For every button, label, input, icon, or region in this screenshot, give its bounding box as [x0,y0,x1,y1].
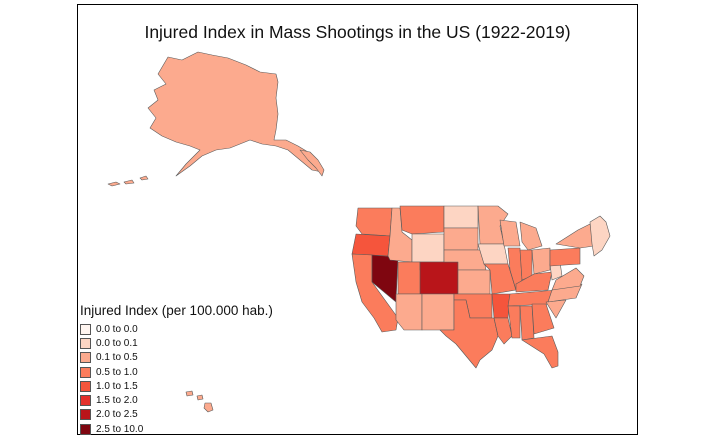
legend-item: 2.5 to 10.0 [80,422,273,436]
region-NM [421,293,455,331]
region-IN [519,249,533,281]
legend-label: 0.1 to 0.5 [96,352,138,364]
region-MT [399,205,445,235]
legend-item: 1.0 to 1.5 [80,379,273,393]
region-AL [519,305,535,341]
region-WI [499,219,521,247]
region-FL [521,335,559,369]
region-VA [551,267,585,291]
legend-item: 0.0 to 0.0 [80,322,273,336]
legend-item: 2.0 to 2.5 [80,408,273,422]
region-LA [493,317,513,345]
map-title: Injured Index in Mass Shootings in the U… [144,22,571,42]
region-KS [457,269,491,295]
legend-label: 1.5 to 2.0 [96,395,138,407]
legend-item: 0.0 to 0.1 [80,336,273,350]
legend-label: 0.0 to 0.0 [96,323,138,335]
legend-item: 1.5 to 2.0 [80,393,273,407]
region-KY [515,271,553,293]
region-AK-islands [107,149,325,187]
legend-swatch [80,323,91,335]
legend-swatch [80,366,91,378]
region-PA [549,247,581,267]
region-AZ [395,293,423,331]
region-HI [185,390,214,413]
legend-items: 0.0 to 0.0 0.0 to 0.1 0.1 to 0.5 0.5 to 1.0… [80,322,273,436]
map-frame [77,4,638,435]
legend-label: 2.0 to 2.5 [96,409,138,421]
region-MI [519,221,543,251]
legend-title: Injured Index (per 100.000 hab.) [80,303,273,318]
region-WA [355,207,393,237]
legend-label: 2.5 to 10.0 [96,423,144,435]
legend-swatch [80,395,91,407]
region-GA [531,303,555,335]
region-AR [491,293,511,319]
region-AK [147,51,323,177]
region-MS [507,305,521,339]
legend-label: 0.0 to 0.1 [96,337,138,349]
region-UT [397,261,423,295]
legend-swatch [80,423,91,435]
region-OH [531,247,551,275]
legend-swatch [80,352,91,364]
legend-swatch [80,337,91,349]
legend-item: 0.5 to 1.0 [80,365,273,379]
legend: Injured Index (per 100.000 hab.) 0.0 to … [80,303,273,436]
legend-label: 1.0 to 1.5 [96,380,138,392]
legend-swatch [80,409,91,421]
legend-swatch [80,380,91,392]
region-ND [443,205,479,229]
region-MO [483,263,517,295]
region-CO [419,261,459,295]
region-NE-states [589,215,611,257]
region-SD [443,227,479,251]
region-TX [439,299,499,369]
legend-label: 0.5 to 1.0 [96,366,138,378]
region-OR [351,233,391,257]
region-WY [411,233,445,263]
region-NY [555,223,595,249]
legend-item: 0.1 to 0.5 [80,351,273,365]
